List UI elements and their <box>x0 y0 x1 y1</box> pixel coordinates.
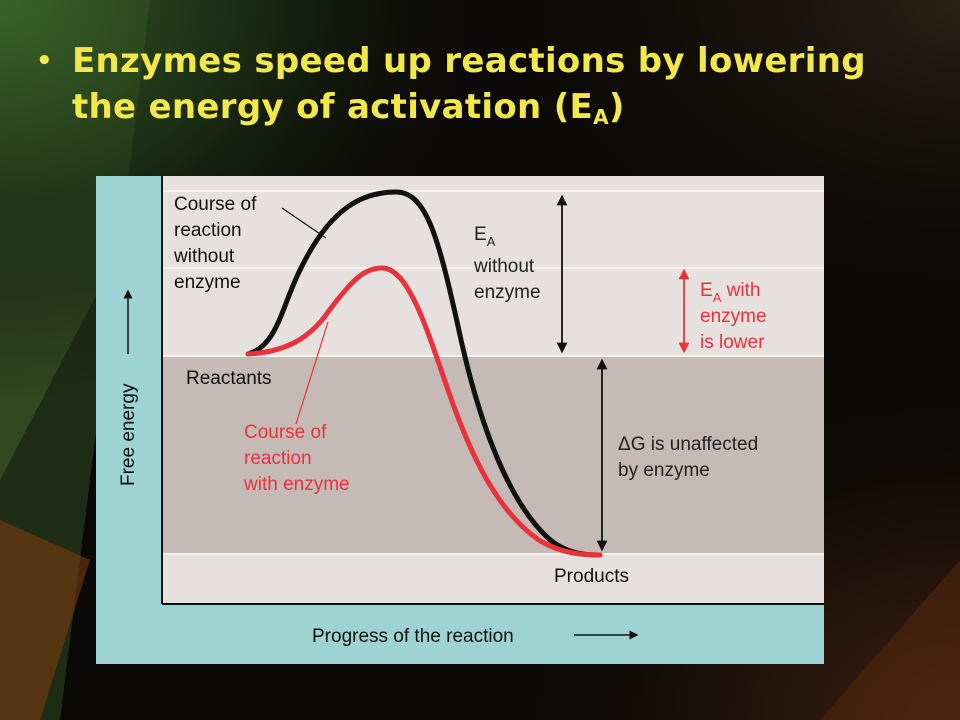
ea-without-line-2: enzyme <box>474 282 541 303</box>
y-axis-label: Free energy <box>118 383 139 486</box>
ea-with-line-3: is lower <box>700 332 765 353</box>
without-enzyme-line-2: reaction <box>174 220 242 241</box>
with-enzyme-line-3: with enzyme <box>243 474 350 495</box>
curve-without-enzyme <box>245 189 603 558</box>
without-enzyme-label: Course of reaction without enzyme <box>173 194 262 293</box>
title-text: Enzymes speed up reactions by lowering t… <box>72 38 936 140</box>
slide-title: • Enzymes speed up reactions by lowering… <box>36 38 936 140</box>
bullet-point: • <box>36 46 53 76</box>
products-label: Products <box>554 566 629 587</box>
delta-g-line-1: ΔG is unaffected <box>618 434 758 455</box>
without-enzyme-line-4: enzyme <box>174 272 241 293</box>
without-enzyme-line-3: without <box>173 246 235 267</box>
title-end: ) <box>608 87 625 127</box>
with-enzyme-line-1: Course of <box>244 422 327 443</box>
title-main: Enzymes speed up reactions by lowering t… <box>72 41 866 127</box>
ea-without-label: EA without enzyme <box>473 224 541 303</box>
ea-with-subscript: A <box>713 290 722 305</box>
title-subscript: A <box>593 105 609 129</box>
reactants-label: Reactants <box>186 368 272 389</box>
ea-without-line-1: without <box>473 256 535 277</box>
ea-with-symbol: E <box>700 280 713 301</box>
without-enzyme-line-1: Course of <box>174 194 257 215</box>
curve-with-enzyme <box>245 265 603 558</box>
x-axis-label: Progress of the reaction <box>312 626 514 647</box>
energy-diagram-svg: Free energy Progress of the reaction Cou… <box>118 176 824 647</box>
delta-g-label: ΔG is unaffected by enzyme <box>618 434 763 481</box>
leader-without-enzyme <box>281 207 327 239</box>
delta-g-band <box>162 356 824 554</box>
ea-with-label: EA with enzyme is lower <box>700 280 772 353</box>
energy-diagram: Free energy Progress of the reaction Cou… <box>96 176 824 664</box>
ea-with-line-2: enzyme <box>700 306 767 327</box>
ea-with-first-line: with <box>721 280 760 301</box>
with-enzyme-label: Course of reaction with enzyme <box>243 422 350 495</box>
with-enzyme-line-2: reaction <box>244 448 312 469</box>
leader-with-enzyme <box>295 321 329 425</box>
ea-without-subscript: A <box>487 234 496 249</box>
ea-without-symbol: E <box>474 224 487 245</box>
delta-g-line-2: by enzyme <box>618 460 710 481</box>
